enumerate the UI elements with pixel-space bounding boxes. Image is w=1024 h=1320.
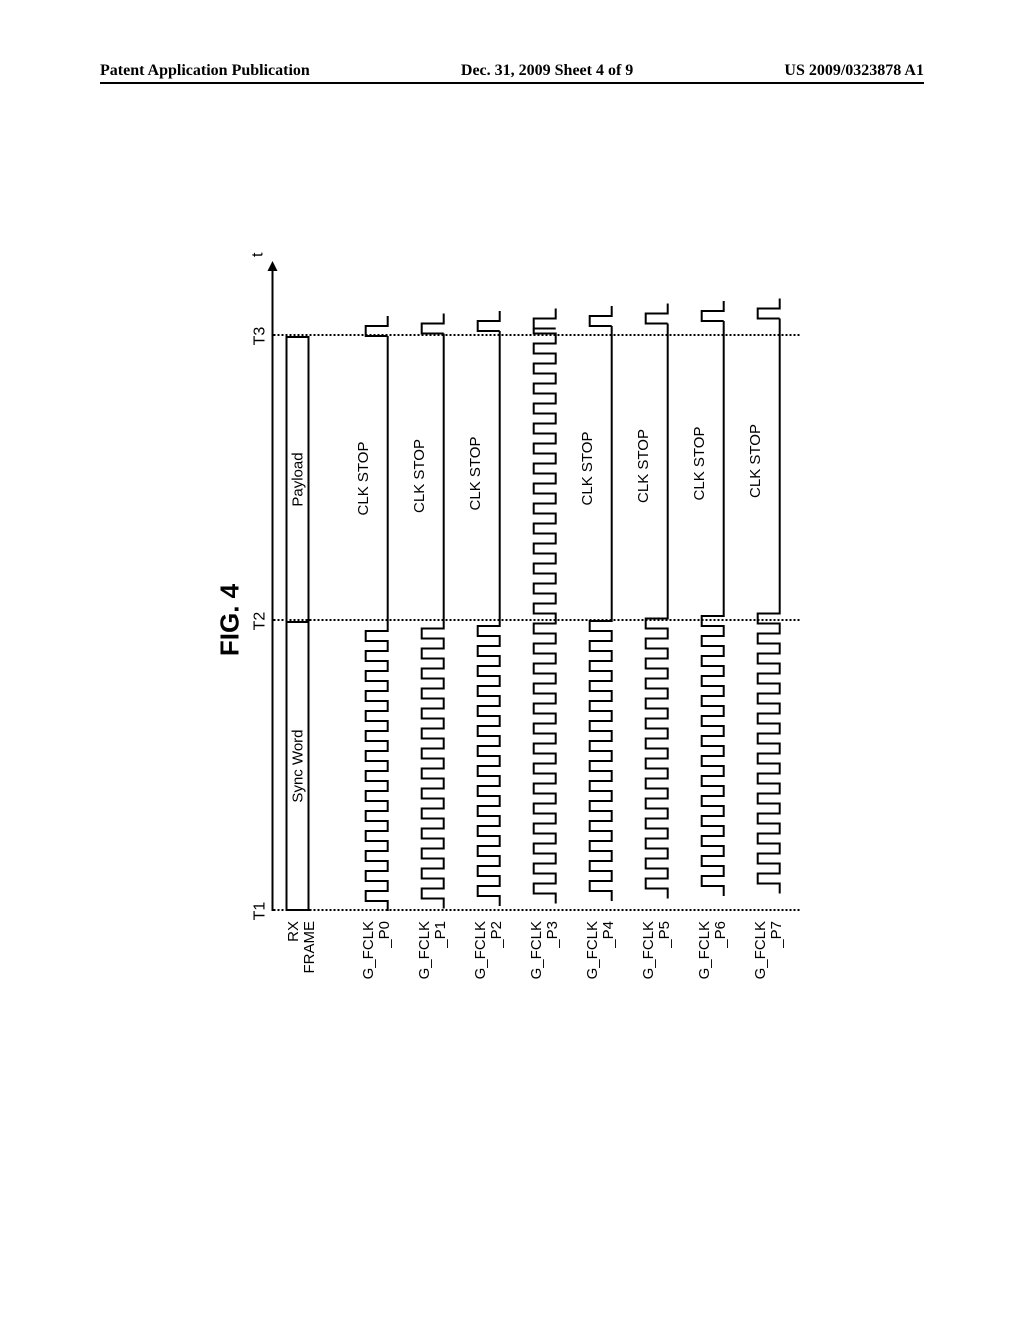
signal-label: G_FCLK_P6 (697, 921, 729, 999)
signal-label: G_FCLK_P0 (361, 921, 393, 999)
signal-label: G_FCLK_P1 (417, 921, 449, 999)
signal-label: G_FCLK_P7 (753, 921, 785, 999)
patent-header: Patent Application Publication Dec. 31, … (100, 62, 924, 84)
clk-stop-label: CLK STOP (747, 424, 764, 498)
figure-4: FIG. 4 tT1T2T3RXFRAMESync WordPayloadG_F… (215, 241, 810, 999)
timing-diagram: tT1T2T3RXFRAMESync WordPayloadG_FCLK_P0C… (256, 241, 810, 999)
header-left: Patent Application Publication (100, 62, 310, 80)
signal-label: G_FCLK_P5 (641, 921, 673, 999)
figure-title: FIG. 4 (215, 241, 246, 999)
signal-label: G_FCLK_P4 (585, 921, 617, 999)
signal-label: G_FCLK_P3 (529, 921, 561, 999)
header-right: US 2009/0323878 A1 (784, 62, 924, 80)
signal-label: G_FCLK_P2 (473, 921, 505, 999)
rx-frame-label: RXFRAME (286, 921, 318, 999)
header-center: Dec. 31, 2009 Sheet 4 of 9 (461, 62, 633, 80)
signal-waveform (256, 251, 810, 911)
